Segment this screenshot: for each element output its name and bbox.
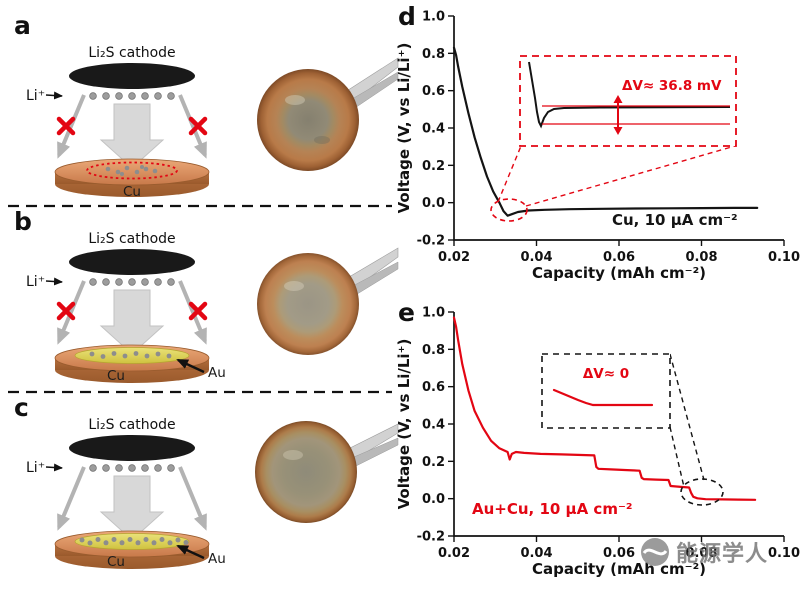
overpotential-label-e: ΔV≈ 0: [542, 366, 670, 382]
watermark-logo-icon: [640, 537, 670, 567]
x-tick-label: 0.08: [685, 250, 717, 265]
flux-arrow-left-c: [59, 467, 84, 527]
x-tick-label: 0.02: [438, 250, 470, 265]
cathode-label-c: Li₂S cathode: [88, 417, 175, 433]
deposition-arrow-c: [101, 476, 163, 540]
y-tick-label: 0.2: [422, 159, 445, 174]
deposition-arrow-a: [101, 104, 163, 168]
y-tick-label: 0.8: [422, 47, 445, 62]
cu-foil-photo-a: [257, 69, 359, 171]
photo-b: [257, 248, 398, 355]
cathode-disc-b: [69, 249, 195, 275]
y-tick-label: 0.0: [422, 196, 445, 211]
inset-connector: [498, 146, 521, 202]
y-tick-label: -0.2: [417, 234, 445, 249]
photo-c: [255, 421, 398, 523]
x-tick-label: 0.10: [768, 546, 800, 561]
panel-a: a Li₂S cathode Li⁺: [14, 11, 398, 200]
photo-a: [257, 58, 398, 171]
deposition-arrow-b: [101, 290, 163, 354]
y-tick-label: 0.0: [422, 492, 445, 507]
inset-connector: [670, 427, 684, 487]
panel-letter-a: a: [14, 11, 31, 40]
y-tick-label: 0.2: [422, 455, 445, 470]
photo-highlight: [285, 95, 305, 105]
y-axis-title-e: Voltage (V, vs Li/Li⁺): [395, 339, 413, 510]
x-axis-title-d: Capacity (mAh cm⁻²): [454, 264, 784, 282]
y-tick-label: -0.2: [417, 530, 445, 545]
panel-letter-d: d: [398, 2, 416, 31]
li-ion-label-c: Li⁺: [26, 460, 45, 476]
x-tick-label: 0.10: [768, 250, 800, 265]
substrate-label-b: Cu: [107, 368, 125, 384]
flux-arrow-right-b: [180, 281, 205, 341]
li-ion-arrow-a: [46, 95, 62, 96]
inset-box: [520, 56, 736, 146]
panel-letter-e: e: [398, 298, 415, 327]
li-ion-particles-c: [90, 465, 175, 472]
cathode-label-a: Li₂S cathode: [88, 45, 175, 61]
dip-highlight-ellipse: [491, 199, 527, 221]
y-tick-label: 0.4: [422, 122, 445, 137]
watermark-text: 能源学人: [676, 536, 768, 568]
panel-b: b Li₂S cathode Li⁺: [14, 207, 398, 384]
cathode-disc-c: [69, 435, 195, 461]
watermark: 能源学人: [640, 536, 768, 568]
photo-highlight: [284, 281, 304, 291]
cathode-label-b: Li₂S cathode: [88, 231, 175, 247]
voltage-capacity-plot-cu: -0.2 0.0 0.2 0.4 0.6 0.8 1.0 0.02 0.04 0.06 0.08 0.…: [390, 0, 800, 268]
series-annotation-d: Cu, 10 μA cm⁻²: [612, 211, 738, 229]
y-tick-label: 1.0: [422, 10, 445, 25]
flux-arrow-left-b: [59, 281, 84, 341]
coating-label-b: Au: [208, 365, 226, 381]
photo-highlight: [283, 450, 303, 460]
coating-label-c: Au: [208, 551, 226, 567]
li-ion-particles-b: [90, 279, 175, 286]
x-tick-label: 0.02: [438, 546, 470, 561]
dip-highlight-ellipse: [681, 479, 723, 505]
y-tick-label: 0.8: [422, 343, 445, 358]
panel-letter-c: c: [14, 393, 29, 422]
inset-connector: [526, 146, 735, 206]
inset-connector: [670, 354, 704, 480]
substrate-label-a: Cu: [123, 184, 141, 200]
y-tick-label: 1.0: [422, 306, 445, 321]
x-tick-label: 0.06: [603, 250, 635, 265]
y-axis-title-d: Voltage (V, vs Li/Li⁺): [395, 43, 413, 214]
li-ion-particles-a: [90, 93, 175, 100]
schematic-panels: a Li₂S cathode Li⁺: [0, 0, 400, 589]
series-annotation-e: Au+Cu, 10 μA cm⁻²: [472, 500, 632, 518]
panel-letter-b: b: [14, 207, 32, 236]
y-tick-label: 0.6: [422, 380, 445, 395]
photo-shadow: [314, 136, 330, 144]
chart-panel-d: -0.2 0.0 0.2 0.4 0.6 0.8 1.0 0.02 0.04 0.06 0.08 0.…: [390, 0, 800, 294]
cu-foil-photo-c: [255, 421, 357, 523]
x-tick-label: 0.04: [520, 250, 552, 265]
cathode-disc-a: [69, 63, 195, 89]
y-tick-label: 0.6: [422, 84, 445, 99]
li-ion-arrow-c: [46, 467, 62, 468]
li-ion-arrow-b: [46, 281, 62, 282]
y-tick-label: 0.4: [422, 418, 445, 433]
panel-c: c Li₂S cathode Li⁺: [14, 393, 398, 570]
x-tick-label: 0.06: [603, 546, 635, 561]
substrate-label-c: Cu: [107, 554, 125, 570]
flux-arrow-right-c: [180, 467, 205, 527]
li-ion-label-a: Li⁺: [26, 88, 45, 104]
overpotential-label-d: ΔV≈ 36.8 mV: [622, 78, 721, 94]
x-tick-label: 0.04: [520, 546, 552, 561]
li-ion-label-b: Li⁺: [26, 274, 45, 290]
cu-foil-photo-b: [257, 253, 359, 355]
